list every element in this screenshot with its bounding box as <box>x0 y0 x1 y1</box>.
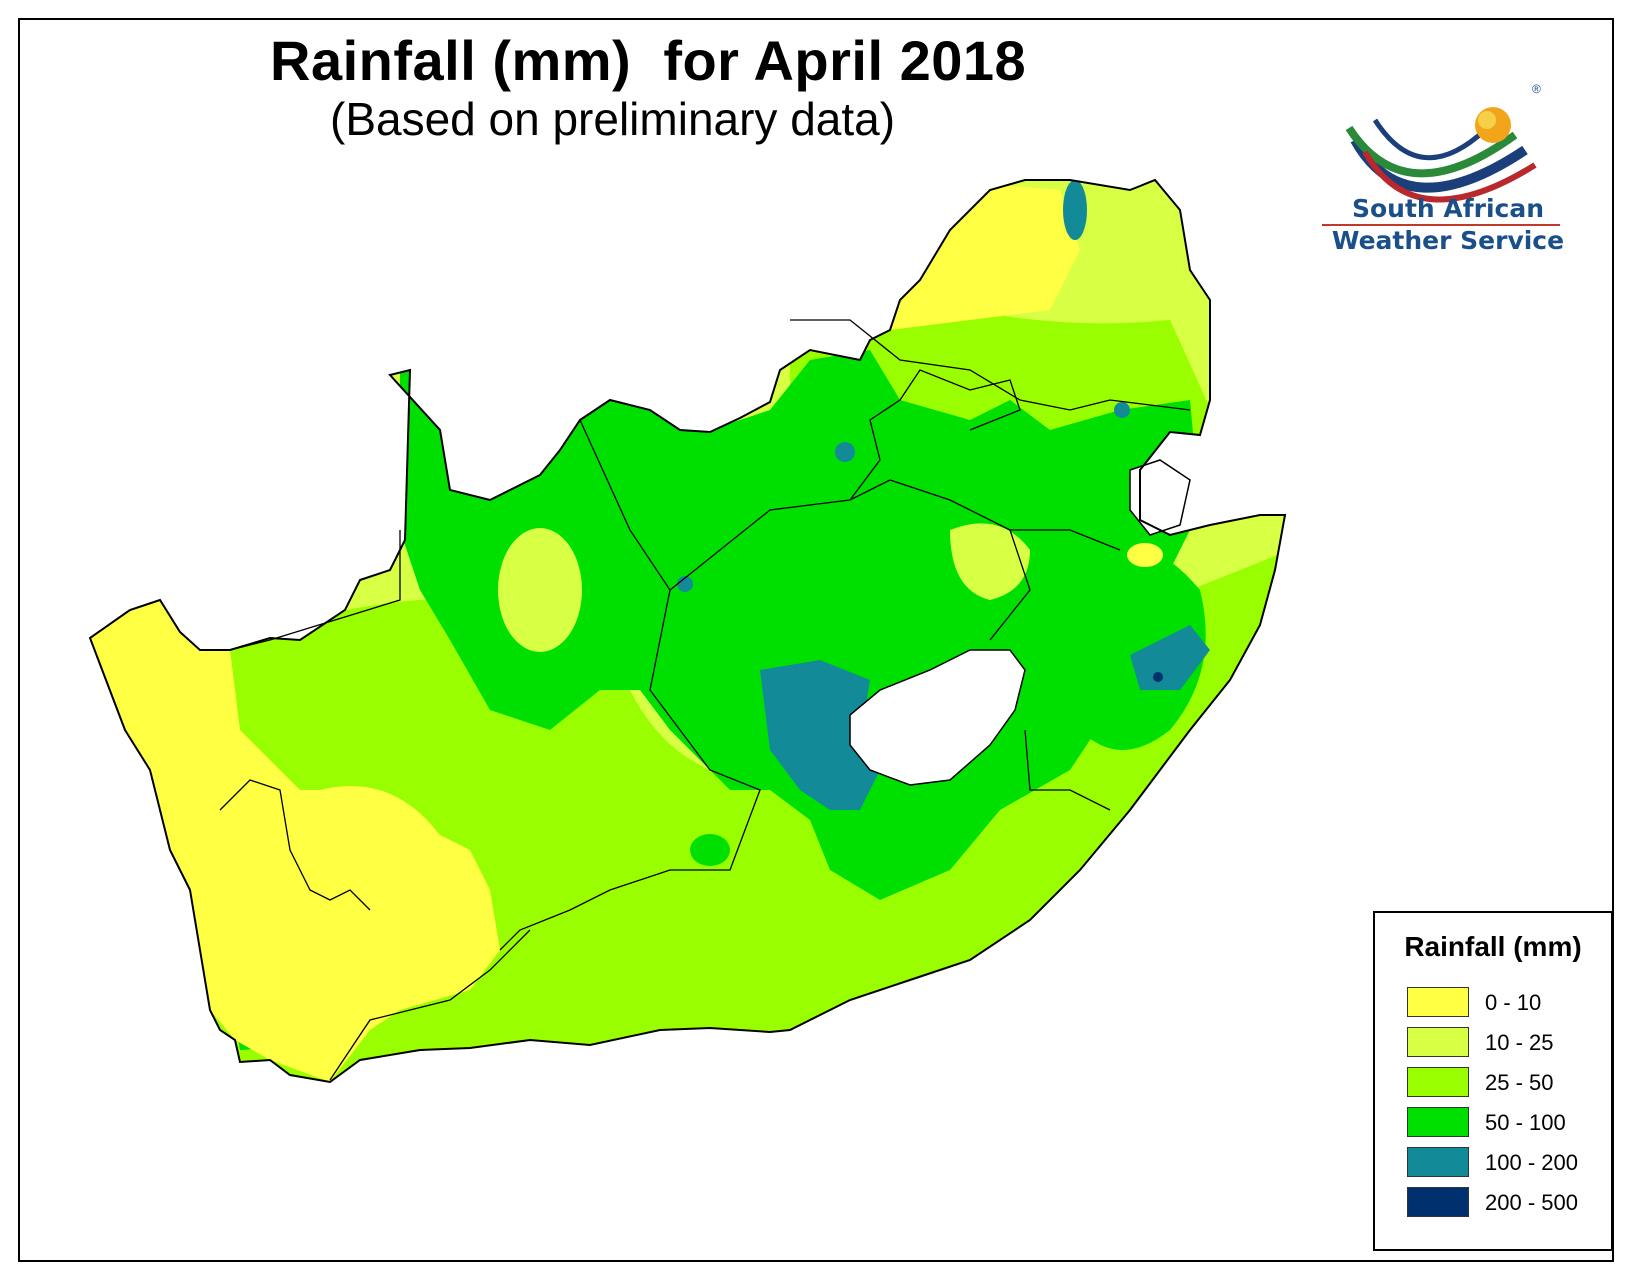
rain-zone-100-200-spot-3 <box>677 576 693 592</box>
rain-zone-0-10-east-spot <box>1127 543 1163 567</box>
legend-swatch <box>1407 1187 1469 1217</box>
rain-zone-10-25-pocket <box>498 528 582 652</box>
rain-zone-0-10-north <box>870 185 1080 330</box>
eswatini-blank <box>1129 459 1191 536</box>
rain-zone-0-10-west <box>90 600 500 1082</box>
legend-swatch <box>1407 987 1469 1017</box>
legend-item-100-200: 100 - 200 <box>1407 1147 1607 1181</box>
lesotho-blank <box>849 649 1026 786</box>
legend-item-0-10: 0 - 10 <box>1407 987 1607 1021</box>
legend-item-10-25: 10 - 25 <box>1407 1027 1607 1061</box>
rain-zone-50-100-east <box>1077 545 1206 750</box>
rain-zone-200-500-spot <box>1153 672 1163 682</box>
legend-swatch <box>1407 1067 1469 1097</box>
boundary-wc-inner <box>219 779 371 911</box>
map-frame <box>18 18 1614 1262</box>
legend-label: 100 - 200 <box>1485 1150 1578 1175</box>
legend-item-200-500: 200 - 500 <box>1407 1187 1607 1221</box>
registered-mark: ® <box>1532 82 1541 96</box>
rain-zone-100-200-kzn <box>1130 625 1210 690</box>
rain-zone-100-200-spot-2 <box>1114 402 1130 418</box>
rain-zone-0-10-karoo <box>312 786 457 962</box>
rainfall-map <box>88 178 1287 1084</box>
legend-label: 0 - 10 <box>1485 990 1542 1015</box>
map-subtitle: (Based on preliminary data) <box>330 93 896 145</box>
rain-zone-50-100-central <box>400 350 1200 900</box>
rain-zone-100-200-freestate <box>760 660 880 810</box>
legend-label: 10 - 25 <box>1485 1030 1554 1055</box>
rain-zone-100-200-spot-1 <box>835 442 855 462</box>
legend-title: Rainfall (mm) <box>1404 931 1582 962</box>
boundary-ec-kzn <box>1024 729 1111 811</box>
legend-label: 50 - 100 <box>1485 1110 1566 1135</box>
legend-swatch <box>1407 1107 1469 1137</box>
legend-swatch <box>1407 1147 1469 1177</box>
legend-label: 25 - 50 <box>1485 1070 1554 1095</box>
boundary-limpopo-mp <box>790 319 1191 411</box>
legend-label: 200 - 500 <box>1485 1190 1578 1215</box>
saws-logo-icon <box>1345 107 1537 203</box>
country-outline <box>88 178 1287 1084</box>
logo-divider <box>1322 224 1560 226</box>
boundary-nc-ec <box>499 419 761 951</box>
rain-zone-10-25-pocket-east <box>950 523 1030 600</box>
rain-zone-100-200-limpopo <box>1063 180 1087 240</box>
legend-swatch <box>1407 1027 1469 1057</box>
boundary-gauteng <box>849 369 1021 501</box>
rain-zone-50-100-spot <box>690 834 730 866</box>
boundary-fs-kzn <box>989 529 1031 641</box>
map-title: Rainfall (mm) for April 2018 <box>270 29 1027 92</box>
province-boundaries <box>219 319 1191 1081</box>
logo-text-line2: Weather Service <box>1331 226 1565 255</box>
logo-text-line1: South African <box>1351 194 1545 223</box>
boundary-fs-north <box>669 479 1121 591</box>
boundary-wc-ec <box>329 929 531 1081</box>
legend-item-50-100: 50 - 100 <box>1407 1107 1607 1141</box>
rainfall-legend: Rainfall (mm) 0 - 10 10 - 25 25 - 50 50 … <box>1373 911 1613 1251</box>
legend-item-25-50: 25 - 50 <box>1407 1067 1607 1101</box>
